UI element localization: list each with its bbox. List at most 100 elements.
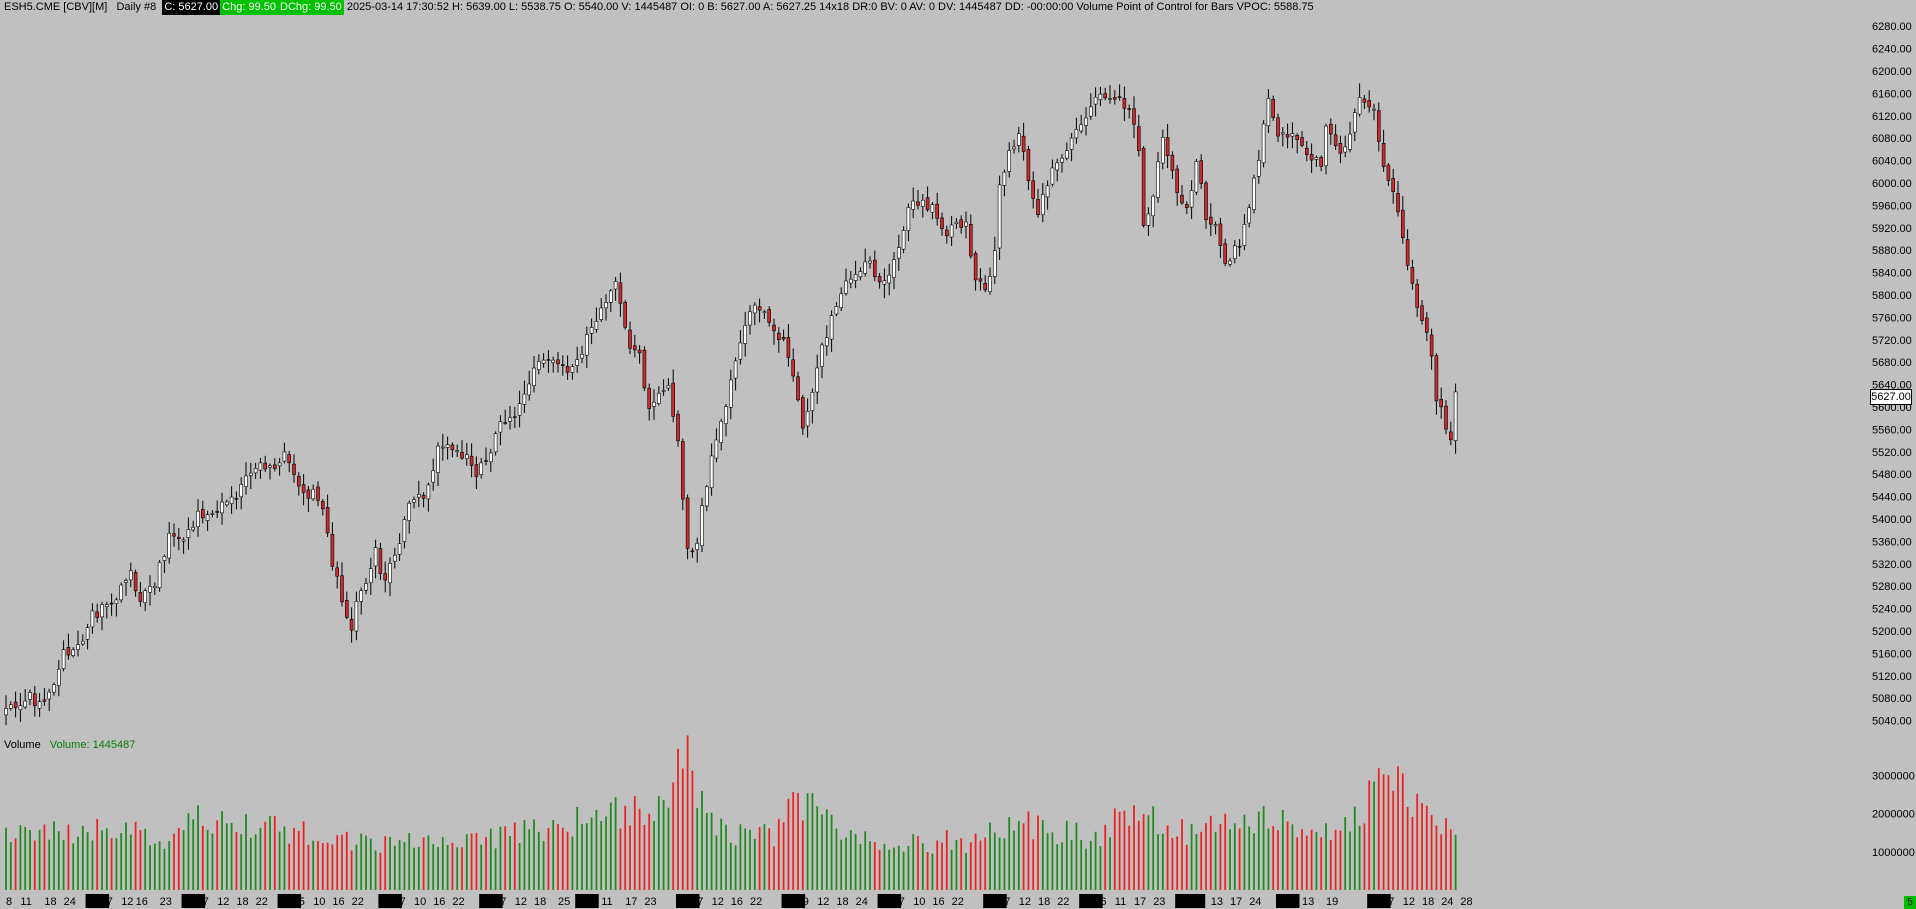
candle-body [225,501,229,506]
candle [1151,194,1155,228]
candle-body [872,259,877,278]
candle [129,562,133,588]
candle-body [719,421,724,443]
candle-body [1324,125,1328,167]
price-tick-label: 5720.00 [1872,335,1912,347]
candle [220,492,224,525]
candle [676,410,680,447]
candle [743,311,748,357]
corner-indicator[interactable]: 5 [1904,896,1916,909]
candle [671,369,676,423]
price-tick-label: 6120.00 [1872,111,1912,123]
candle [388,557,392,597]
candle-body [1367,100,1371,108]
candle-body [829,315,834,340]
candle-body [877,276,882,283]
candle [1156,152,1160,203]
date-tick-label: 28 [1460,896,1472,908]
change-value-box: Chg: 99.50 [220,0,278,15]
candle [1377,102,1381,152]
candle-body [239,484,243,498]
price-tick-label: 5600.00 [1872,402,1912,414]
date-tick-label: 7 [1004,896,1010,908]
candle-body [316,486,320,501]
candle [906,203,911,242]
candle [95,603,99,623]
candle [1281,127,1285,147]
candle-body [90,610,95,628]
candle [517,390,522,428]
candle [1084,107,1088,136]
price-tick-label: 5680.00 [1872,357,1912,369]
candle [1348,121,1352,153]
candle-body [580,354,584,359]
candle [1127,104,1131,119]
bar-details-text: 2025-03-14 17:30:52 H: 5639.00 L: 5538.7… [346,1,1314,13]
candle-body [253,468,258,474]
candle [810,388,815,424]
candle [767,306,772,327]
date-tick-label: 12 [712,896,724,908]
candle [1401,196,1405,244]
candle [949,216,954,247]
candle-body [642,349,647,389]
candle [834,302,839,317]
candle-body [901,230,906,250]
candle-body [690,550,695,553]
candle-body [858,271,863,278]
candle-body [186,529,191,539]
candle-body [1391,178,1395,192]
date-tick-label: 8 [1196,896,1202,908]
candle [1353,108,1357,142]
candle [872,250,877,282]
candle-body [37,701,42,709]
date-tick-label: 10 [913,896,925,908]
candle [368,557,373,596]
date-tick-label: 16 [932,896,944,908]
month-tick-label: Mar [1369,896,1388,908]
candle [229,486,234,514]
candle [848,270,853,289]
candle-body [695,543,700,550]
candle [1180,184,1184,205]
candle-body [748,311,752,326]
candle [781,329,786,342]
interval-label: Daily #8 [116,1,157,13]
candle-body [968,223,973,257]
candle-body [1089,106,1093,117]
candle [52,682,56,696]
month-tick-label: Oct [880,896,897,908]
price-axis: 6280.00 6240.00 6200.00 6160.00 6120.00 6080.… [1872,21,1912,727]
candle [320,499,325,516]
price-tick-label: 5120.00 [1872,671,1912,683]
candle-body [344,600,349,618]
date-tick-label: 24 [64,896,76,908]
candle [536,354,541,375]
candle [172,523,176,547]
candle [1137,114,1141,157]
candle [560,355,565,376]
candle-body [1108,98,1112,100]
candle-body [124,580,128,583]
candle-body [508,417,512,422]
candle-body [656,392,661,404]
candle [1261,120,1266,168]
candle [695,537,700,563]
candle-body [81,640,85,645]
candle-body [1396,192,1400,213]
candle-body [1300,137,1304,146]
candle-body [839,293,844,308]
price-tick-label: 5400.00 [1872,514,1912,526]
candle [364,577,368,595]
candle-body [1329,123,1333,135]
candle [416,480,421,508]
candle [1343,135,1347,158]
candle-body [436,445,440,473]
candle [1026,145,1031,191]
candle [359,587,364,615]
date-tick-label: 24 [856,896,868,908]
candle [1333,124,1338,151]
candle-body [824,337,829,347]
candle-body [32,693,37,706]
